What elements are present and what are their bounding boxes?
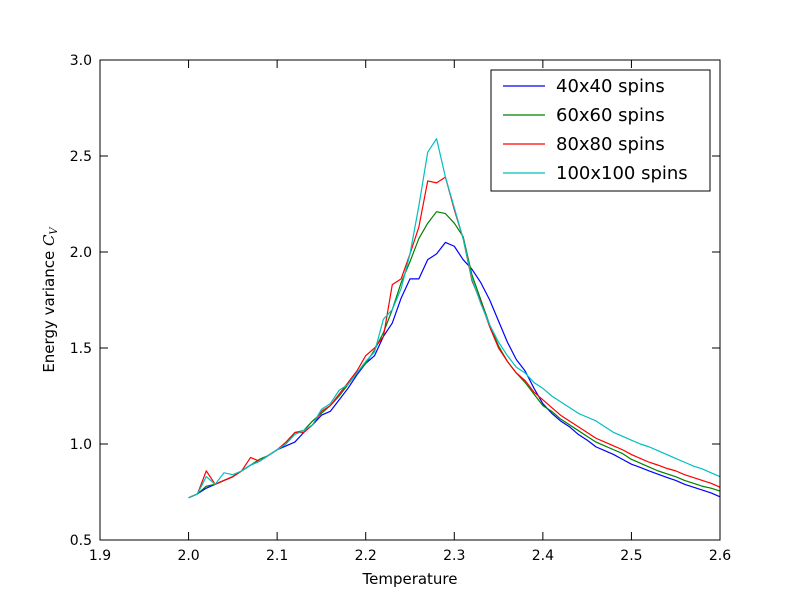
x-tick-label: 2.5 bbox=[620, 548, 642, 564]
legend-label-3: 80x80 spins bbox=[556, 134, 665, 155]
y-tick-label: 2.5 bbox=[70, 149, 92, 165]
legend: 40x40 spins 60x60 spins 80x80 spins 100x100… bbox=[490, 69, 711, 192]
plot-frame bbox=[99, 59, 721, 541]
series-line-4 bbox=[188, 138, 721, 499]
y-tick-label: 3.0 bbox=[70, 53, 92, 69]
legend-frame bbox=[490, 69, 711, 192]
x-tick-label: 2.4 bbox=[532, 548, 554, 564]
legend-label-1: 40x40 spins bbox=[556, 76, 665, 97]
x-tick-label: 1.9 bbox=[89, 548, 111, 564]
legend-label-2: 60x60 spins bbox=[556, 105, 665, 126]
x-axis-label: Temperature bbox=[361, 570, 457, 588]
series-line-3 bbox=[188, 176, 721, 499]
x-tick-label: 2.6 bbox=[709, 548, 731, 564]
series-layer bbox=[188, 138, 721, 499]
legend-label-4: 100x100 spins bbox=[556, 163, 688, 184]
y-tick-label: 0.5 bbox=[70, 533, 92, 549]
y-tick-label: 1.0 bbox=[70, 437, 92, 453]
x-tick-label: 2.0 bbox=[177, 548, 199, 564]
y-axis-label: Energy variance CV bbox=[40, 226, 60, 373]
tick-layer: 1.9 2.0 2.1 2.2 2.3 2.4 2.5 2.6 0.5 1.0 1.5 2.0 2.5 3… bbox=[70, 53, 731, 564]
x-tick-label: 2.1 bbox=[266, 548, 288, 564]
x-tick-label: 2.2 bbox=[355, 548, 377, 564]
y-axis-label-math: C bbox=[40, 234, 58, 246]
y-tick-label: 2.0 bbox=[70, 245, 92, 261]
y-axis-label-subscript: V bbox=[49, 226, 60, 235]
y-axis-label-text: Energy variance bbox=[40, 246, 58, 373]
x-tick-label: 2.3 bbox=[443, 548, 465, 564]
series-line-1 bbox=[188, 241, 721, 499]
y-tick-label: 1.5 bbox=[70, 341, 92, 357]
